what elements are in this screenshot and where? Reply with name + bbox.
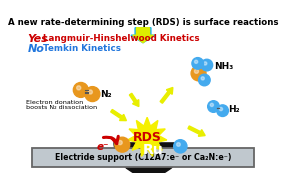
Text: H₂: H₂ — [229, 105, 240, 114]
Text: Temkin Kinetics: Temkin Kinetics — [43, 43, 121, 53]
Circle shape — [191, 66, 206, 81]
Text: RDS: RDS — [133, 131, 162, 144]
Text: Yes: Yes — [28, 34, 49, 44]
FancyArrow shape — [111, 109, 126, 121]
Text: No: No — [28, 43, 45, 53]
Circle shape — [201, 77, 204, 80]
Circle shape — [176, 143, 180, 146]
Circle shape — [208, 101, 219, 112]
Circle shape — [85, 87, 100, 101]
Circle shape — [88, 90, 92, 94]
Text: Electron donation: Electron donation — [26, 100, 83, 105]
FancyArrow shape — [129, 93, 139, 107]
Circle shape — [201, 59, 213, 71]
Circle shape — [217, 105, 229, 116]
Circle shape — [114, 107, 184, 176]
FancyArrow shape — [188, 126, 205, 136]
Circle shape — [118, 140, 122, 145]
Text: e⁻: e⁻ — [97, 142, 110, 152]
Circle shape — [115, 137, 130, 152]
Circle shape — [194, 69, 198, 73]
Circle shape — [192, 58, 204, 69]
Text: Electride support (C12A7:e⁻ or Ca₂N:e⁻): Electride support (C12A7:e⁻ or Ca₂N:e⁻) — [55, 153, 231, 162]
Text: A new rate-determining step (RDS) is surface reactions: A new rate-determining step (RDS) is sur… — [8, 18, 278, 27]
Circle shape — [77, 86, 81, 90]
Circle shape — [194, 60, 198, 63]
Circle shape — [174, 140, 187, 153]
Circle shape — [73, 82, 88, 97]
Circle shape — [204, 62, 207, 65]
Text: boosts N₂ dissociation: boosts N₂ dissociation — [26, 105, 97, 110]
Text: Langmuir-Hinshelwood Kinetics: Langmuir-Hinshelwood Kinetics — [43, 34, 199, 43]
FancyArrow shape — [133, 28, 153, 43]
FancyArrow shape — [160, 88, 173, 103]
FancyArrow shape — [131, 28, 155, 43]
Circle shape — [219, 107, 223, 111]
FancyArrowPatch shape — [104, 136, 118, 144]
Circle shape — [198, 74, 210, 86]
Circle shape — [210, 103, 213, 107]
Text: NH₃: NH₃ — [214, 62, 234, 71]
Text: Ru: Ru — [143, 143, 163, 157]
Text: N₂: N₂ — [100, 90, 112, 99]
Bar — [110, 98, 188, 141]
FancyBboxPatch shape — [32, 148, 254, 167]
Polygon shape — [128, 117, 167, 156]
